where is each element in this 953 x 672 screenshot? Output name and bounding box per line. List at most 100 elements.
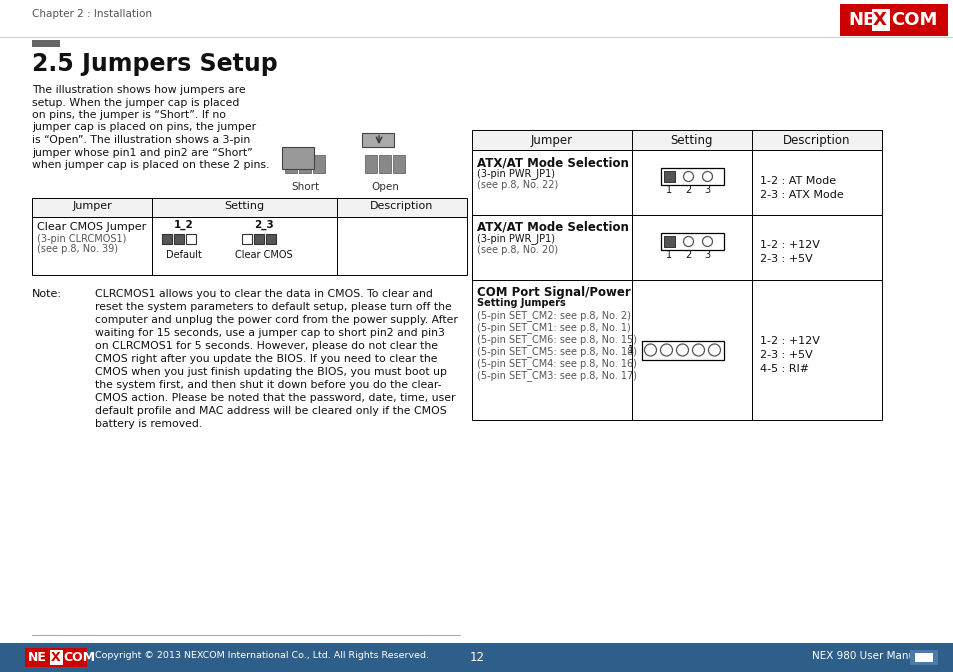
Bar [663, 171, 675, 182]
Text: setup. When the jumper cap is placed: setup. When the jumper cap is placed [32, 97, 239, 108]
Text: when jumper cap is placed on these 2 pins.: when jumper cap is placed on these 2 pin… [32, 160, 269, 170]
Text: on CLRCMOS1 for 5 seconds. However, please do not clear the: on CLRCMOS1 for 5 seconds. However, plea… [95, 341, 437, 351]
Bar [871, 9, 889, 31]
Bar [32, 40, 60, 47]
Circle shape [708, 344, 720, 356]
Text: (5-pin SET_CM5: see p.8, No. 18): (5-pin SET_CM5: see p.8, No. 18) [476, 346, 637, 357]
Bar [0, 37, 953, 38]
Text: 2: 2 [684, 250, 691, 260]
Text: Default: Default [166, 250, 202, 260]
Text: (5-pin SET_CM6: see p.8, No. 15): (5-pin SET_CM6: see p.8, No. 15) [476, 334, 637, 345]
Text: (3-pin PWR_JP1): (3-pin PWR_JP1) [476, 233, 555, 244]
Bar [914, 653, 932, 662]
Text: battery is removed.: battery is removed. [95, 419, 202, 429]
Text: 1-2 : AT Mode: 1-2 : AT Mode [760, 175, 835, 185]
Text: (5-pin SET_CM3: see p.8, No. 17): (5-pin SET_CM3: see p.8, No. 17) [476, 370, 637, 381]
Text: Setting: Setting [224, 201, 264, 211]
Bar [641, 341, 723, 360]
Text: Short: Short [291, 182, 318, 192]
Text: CMOS action. Please be noted that the password, date, time, user: CMOS action. Please be noted that the pa… [95, 393, 455, 403]
Text: (see p.8, No. 22): (see p.8, No. 22) [476, 180, 558, 190]
Bar [242, 234, 252, 244]
Text: (5-pin SET_CM1: see p.8, No. 1): (5-pin SET_CM1: see p.8, No. 1) [476, 322, 630, 333]
Text: (3-pin CLRCMOS1): (3-pin CLRCMOS1) [37, 234, 126, 244]
Text: X: X [872, 11, 886, 29]
Text: on pins, the jumper is “Short”. If no: on pins, the jumper is “Short”. If no [32, 110, 226, 120]
Text: (5-pin SET_CM2: see p.8, No. 2): (5-pin SET_CM2: see p.8, No. 2) [476, 310, 630, 321]
Text: 1: 1 [666, 250, 672, 260]
Text: COM: COM [890, 11, 937, 29]
Text: 1-2 : +12V: 1-2 : +12V [760, 241, 819, 251]
Text: ATX/AT Mode Selection: ATX/AT Mode Selection [476, 156, 628, 169]
Bar [393, 155, 405, 173]
Bar [162, 234, 172, 244]
Bar [32, 198, 467, 217]
Text: reset the system parameters to default setup, please turn off the: reset the system parameters to default s… [95, 302, 452, 312]
Circle shape [676, 344, 688, 356]
Bar [266, 234, 275, 244]
Bar [472, 150, 882, 215]
Text: 2.5 Jumpers Setup: 2.5 Jumpers Setup [32, 52, 277, 76]
Bar [298, 155, 311, 173]
Text: 12: 12 [469, 651, 484, 664]
Text: COM: COM [63, 651, 95, 664]
Text: NEX 980 User Manual: NEX 980 User Manual [812, 651, 924, 661]
Text: Setting Jumpers: Setting Jumpers [476, 298, 565, 308]
Text: waiting for 15 seconds, use a jumper cap to short pin2 and pin3: waiting for 15 seconds, use a jumper cap… [95, 328, 444, 338]
Bar [472, 130, 882, 150]
Text: the system first, and then shut it down before you do the clear-: the system first, and then shut it down … [95, 380, 441, 390]
Bar [32, 217, 467, 275]
Circle shape [644, 344, 656, 356]
Text: 1: 1 [666, 185, 672, 195]
Text: (5-pin SET_CM4: see p.8, No. 16): (5-pin SET_CM4: see p.8, No. 16) [476, 358, 637, 369]
Bar [472, 215, 882, 280]
Text: 3: 3 [703, 250, 710, 260]
Bar [909, 650, 937, 665]
Text: 3: 3 [703, 185, 710, 195]
Text: is “Open”. The illustration shows a 3-pin: is “Open”. The illustration shows a 3-pi… [32, 135, 250, 145]
Text: COM Port Signal/Power: COM Port Signal/Power [476, 286, 630, 299]
Circle shape [692, 344, 703, 356]
Text: 2-3 : +5V: 2-3 : +5V [760, 255, 812, 265]
Bar [253, 234, 264, 244]
Bar [282, 147, 314, 169]
Bar [663, 236, 675, 247]
Text: CMOS right after you update the BIOS. If you need to clear the: CMOS right after you update the BIOS. If… [95, 354, 437, 364]
Text: X: X [51, 651, 61, 664]
Text: ATX/AT Mode Selection: ATX/AT Mode Selection [476, 221, 628, 234]
Bar [173, 234, 184, 244]
Text: default profile and MAC address will be cleared only if the CMOS: default profile and MAC address will be … [95, 406, 446, 416]
Text: Jumper: Jumper [72, 201, 112, 211]
Text: Description: Description [370, 201, 434, 211]
Bar [313, 155, 325, 173]
Text: 2-3 : ATX Mode: 2-3 : ATX Mode [760, 190, 842, 200]
Text: Chapter 2 : Installation: Chapter 2 : Installation [32, 9, 152, 19]
Bar [186, 234, 195, 244]
Text: 2_3: 2_3 [253, 220, 274, 230]
Circle shape [682, 171, 693, 181]
Text: Clear CMOS: Clear CMOS [235, 250, 293, 260]
Bar [378, 155, 391, 173]
Text: NE: NE [847, 11, 874, 29]
Text: CMOS when you just finish updating the BIOS, you must boot up: CMOS when you just finish updating the B… [95, 367, 447, 377]
Bar [660, 168, 723, 185]
Text: (3-pin PWR_JP1): (3-pin PWR_JP1) [476, 168, 555, 179]
Text: computer and unplug the power cord from the power supply. After: computer and unplug the power cord from … [95, 315, 457, 325]
Circle shape [682, 237, 693, 247]
Text: (see p.8, No. 39): (see p.8, No. 39) [37, 244, 118, 254]
Bar [840, 4, 947, 36]
Text: NE: NE [28, 651, 47, 664]
Text: Setting: Setting [670, 134, 713, 147]
Text: Clear CMOS Jumper: Clear CMOS Jumper [37, 222, 146, 232]
Bar [50, 650, 63, 665]
Text: 4-5 : RI#: 4-5 : RI# [760, 364, 808, 374]
Bar [25, 648, 87, 667]
Text: Open: Open [371, 182, 398, 192]
Text: jumper cap is placed on pins, the jumper: jumper cap is placed on pins, the jumper [32, 122, 255, 132]
Text: 1: 1 [627, 345, 634, 355]
Text: (see p.8, No. 20): (see p.8, No. 20) [476, 245, 558, 255]
Text: 2-3 : +5V: 2-3 : +5V [760, 350, 812, 360]
Circle shape [701, 171, 712, 181]
Bar [472, 280, 882, 420]
Text: Description: Description [782, 134, 850, 147]
